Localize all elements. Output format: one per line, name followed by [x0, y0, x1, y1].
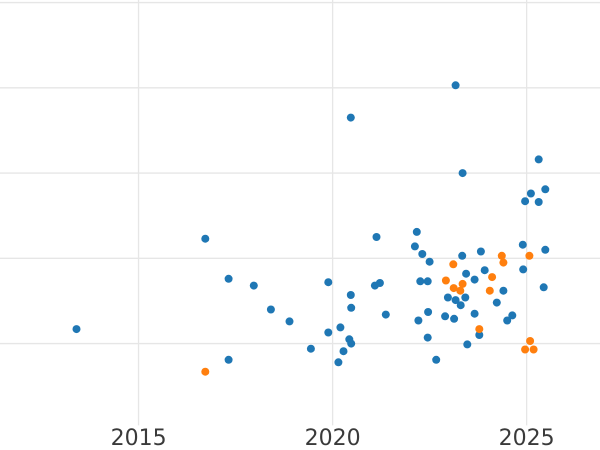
data-point-blue [424, 308, 433, 316]
data-point-blue [462, 269, 471, 278]
data-point-blue [541, 185, 550, 194]
data-point-blue [412, 227, 421, 236]
data-point-blue [334, 358, 343, 367]
data-point-orange [441, 276, 450, 285]
data-point-orange [449, 284, 458, 293]
data-point-blue [423, 333, 432, 342]
grid-layer [0, 0, 600, 426]
x-tick-label: 2015 [111, 426, 167, 450]
data-point-blue [375, 279, 384, 287]
data-point-blue [72, 325, 81, 334]
data-point-orange [499, 258, 508, 267]
data-point-blue [266, 305, 275, 314]
data-point-blue [425, 257, 434, 266]
data-point-orange [201, 367, 210, 376]
data-point-blue [461, 293, 470, 302]
data-point-blue [456, 301, 465, 310]
data-point-blue [443, 293, 452, 302]
x-axis: 2015 2020 2025 [111, 426, 555, 450]
data-point-blue [470, 309, 479, 318]
data-point-blue [224, 355, 233, 364]
data-point-blue [346, 291, 355, 299]
data-point-blue [458, 251, 467, 260]
data-point-orange [458, 279, 467, 288]
data-point-blue [416, 277, 425, 286]
data-point-blue [381, 310, 390, 319]
x-tick-label: 2025 [499, 426, 555, 450]
data-point-blue [339, 347, 348, 356]
data-point-blue [534, 198, 543, 206]
data-point-blue [285, 317, 294, 326]
data-point-blue [521, 197, 530, 206]
data-point-blue [414, 316, 423, 325]
data-point-orange [488, 273, 497, 282]
data-point-blue [249, 281, 258, 290]
data-point-blue [476, 247, 485, 256]
data-point-blue [492, 298, 501, 307]
data-point-blue [470, 275, 479, 284]
data-point-blue [451, 296, 460, 305]
x-tick-label: 2020 [305, 426, 361, 450]
data-point-orange [449, 260, 458, 269]
data-point-orange [525, 251, 534, 260]
data-point-orange [475, 325, 484, 334]
data-point-blue [499, 286, 508, 295]
data-point-blue [346, 113, 355, 122]
data-point-blue [441, 312, 450, 321]
data-point-blue [463, 340, 472, 349]
data-point-orange [485, 286, 494, 295]
data-point-blue [534, 155, 543, 164]
data-point-blue [475, 331, 484, 339]
data-points-layer [72, 81, 550, 376]
data-point-orange [497, 251, 506, 260]
data-point-blue [418, 250, 427, 258]
data-point-orange [456, 286, 465, 295]
data-point-blue [450, 314, 459, 323]
data-point-blue [432, 355, 441, 364]
data-point-blue [423, 277, 432, 286]
data-point-blue [372, 233, 381, 241]
data-point-blue [539, 283, 548, 292]
data-point-blue [224, 274, 233, 283]
data-point-blue [503, 316, 512, 325]
data-point-blue [347, 303, 356, 312]
data-point-orange [526, 337, 535, 345]
data-point-orange [521, 345, 530, 354]
data-point-blue [508, 311, 517, 320]
data-point-blue [519, 265, 528, 274]
data-point-blue [347, 339, 356, 348]
data-point-blue [458, 169, 467, 178]
data-point-blue [306, 344, 315, 353]
data-point-orange [529, 345, 538, 354]
data-point-blue [336, 323, 345, 332]
data-point-blue [541, 245, 550, 254]
data-point-blue [480, 266, 489, 275]
data-point-blue [526, 189, 535, 198]
data-point-blue [518, 240, 527, 249]
data-point-blue [324, 278, 333, 287]
data-point-blue [201, 234, 210, 243]
data-point-blue [410, 242, 419, 251]
data-point-blue [324, 328, 333, 337]
data-point-blue [451, 81, 460, 90]
